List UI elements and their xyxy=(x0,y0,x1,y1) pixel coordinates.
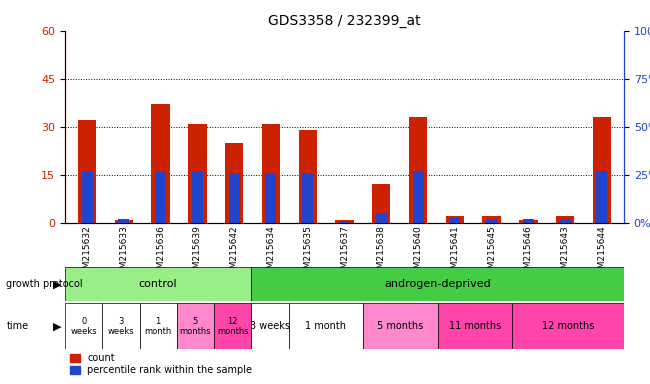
FancyBboxPatch shape xyxy=(252,303,289,349)
Bar xyxy=(155,171,166,223)
FancyBboxPatch shape xyxy=(289,303,363,349)
Bar xyxy=(413,171,424,223)
Bar xyxy=(81,171,92,223)
Bar xyxy=(78,120,96,223)
Bar xyxy=(556,216,575,223)
Text: 11 months: 11 months xyxy=(448,321,501,331)
Bar xyxy=(372,184,391,223)
Text: 5
months: 5 months xyxy=(179,317,211,336)
Bar xyxy=(376,213,387,223)
Legend: count, percentile rank within the sample: count, percentile rank within the sample xyxy=(70,353,252,375)
FancyBboxPatch shape xyxy=(363,303,437,349)
Bar xyxy=(519,220,538,223)
Text: time: time xyxy=(6,321,29,331)
Text: 3
weeks: 3 weeks xyxy=(108,317,134,336)
Text: growth protocol: growth protocol xyxy=(6,279,83,289)
Bar xyxy=(482,216,500,223)
Text: 1
month: 1 month xyxy=(144,317,172,336)
Bar xyxy=(593,117,611,223)
Bar xyxy=(265,173,276,223)
Text: 12
months: 12 months xyxy=(217,317,248,336)
FancyBboxPatch shape xyxy=(65,267,252,301)
FancyBboxPatch shape xyxy=(214,303,252,349)
Bar xyxy=(262,124,280,223)
Bar xyxy=(229,173,240,223)
Bar xyxy=(114,220,133,223)
Bar xyxy=(560,219,571,223)
Text: 0
weeks: 0 weeks xyxy=(70,317,97,336)
FancyBboxPatch shape xyxy=(65,303,102,349)
Bar xyxy=(446,216,464,223)
FancyBboxPatch shape xyxy=(177,303,214,349)
Bar xyxy=(335,220,354,223)
Bar xyxy=(409,117,427,223)
Title: GDS3358 / 232399_at: GDS3358 / 232399_at xyxy=(268,14,421,28)
Bar xyxy=(151,104,170,223)
Text: androgen-deprived: androgen-deprived xyxy=(384,279,491,289)
Text: ▶: ▶ xyxy=(53,321,62,331)
Bar xyxy=(339,221,350,223)
Text: 1 month: 1 month xyxy=(306,321,346,331)
Text: control: control xyxy=(139,279,177,289)
FancyBboxPatch shape xyxy=(102,303,140,349)
FancyBboxPatch shape xyxy=(252,267,624,301)
FancyBboxPatch shape xyxy=(437,303,512,349)
Bar xyxy=(523,219,534,223)
Bar xyxy=(298,130,317,223)
Bar xyxy=(597,171,608,223)
Bar xyxy=(188,124,207,223)
Text: ▶: ▶ xyxy=(53,279,62,289)
Text: 5 months: 5 months xyxy=(377,321,424,331)
Bar xyxy=(302,173,313,223)
Text: 3 weeks: 3 weeks xyxy=(250,321,290,331)
Bar xyxy=(118,219,129,223)
Text: 12 months: 12 months xyxy=(542,321,594,331)
Bar xyxy=(449,217,460,223)
Bar xyxy=(225,143,243,223)
Bar xyxy=(192,171,203,223)
FancyBboxPatch shape xyxy=(512,303,624,349)
Bar xyxy=(486,219,497,223)
FancyBboxPatch shape xyxy=(140,303,177,349)
